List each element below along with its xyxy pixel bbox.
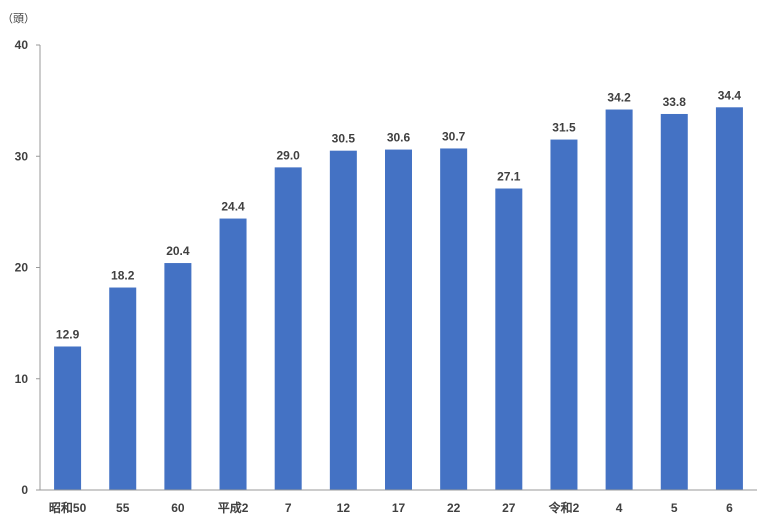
- bar: [550, 139, 578, 490]
- bar-value-label: 33.8: [663, 95, 687, 109]
- y-tick-label: 40: [15, 38, 29, 52]
- bar-value-label: 12.9: [56, 327, 80, 341]
- y-axis-unit-label: （頭）: [2, 12, 35, 25]
- y-tick-label: 0: [21, 483, 28, 497]
- bar: [109, 287, 137, 490]
- bars-group: [54, 107, 743, 491]
- y-tick-label: 20: [15, 261, 29, 275]
- bar-value-label: 34.2: [607, 91, 631, 105]
- bar: [329, 150, 357, 490]
- bar: [164, 263, 192, 490]
- bar-value-label: 30.5: [332, 132, 356, 146]
- x-tick-label: 55: [116, 501, 130, 515]
- bar: [385, 149, 412, 490]
- y-axis-ticks: 0 10 20 30 40: [15, 38, 40, 497]
- bar-value-label: 27.1: [497, 170, 521, 184]
- bar: [715, 107, 743, 491]
- bar-value-label: 31.5: [552, 121, 576, 135]
- x-tick-label: 27: [502, 501, 516, 515]
- x-tick-label: 4: [616, 501, 623, 515]
- bar: [440, 148, 468, 490]
- x-tick-label: 60: [171, 501, 185, 515]
- bar: [495, 188, 523, 490]
- x-tick-label: 昭和50: [49, 500, 87, 515]
- x-tick-label: 7: [285, 501, 292, 515]
- x-tick-label: 6: [726, 501, 733, 515]
- bar-value-label: 24.4: [221, 200, 245, 214]
- bar-value-label: 30.6: [387, 131, 411, 145]
- x-axis-labels: 昭和50 55 60 平成2 7 12 17 22 27 令和2 4 5 6: [49, 500, 733, 515]
- x-tick-label: 22: [447, 501, 461, 515]
- y-tick-label: 30: [15, 149, 29, 163]
- bar-value-label: 29.0: [277, 148, 301, 162]
- bar: [605, 109, 633, 491]
- x-tick-label: 5: [671, 501, 678, 515]
- bar: [54, 346, 82, 490]
- value-labels-group: 12.9 18.2 20.4 24.4 29.0 30.5 30.6 30.7 27.1 31.5…: [56, 88, 742, 341]
- y-tick-label: 10: [15, 372, 29, 386]
- bar-value-label: 20.4: [166, 244, 190, 258]
- bar-value-label: 30.7: [442, 129, 466, 143]
- bar-value-label: 34.4: [718, 88, 742, 102]
- bar-value-label: 18.2: [111, 269, 135, 283]
- bar: [219, 218, 247, 491]
- x-tick-label: 17: [392, 501, 406, 515]
- x-tick-label: 平成2: [218, 500, 249, 515]
- bar: [660, 113, 688, 490]
- bar: [274, 167, 302, 490]
- x-tick-label: 令和2: [548, 500, 580, 515]
- x-tick-label: 12: [337, 501, 351, 515]
